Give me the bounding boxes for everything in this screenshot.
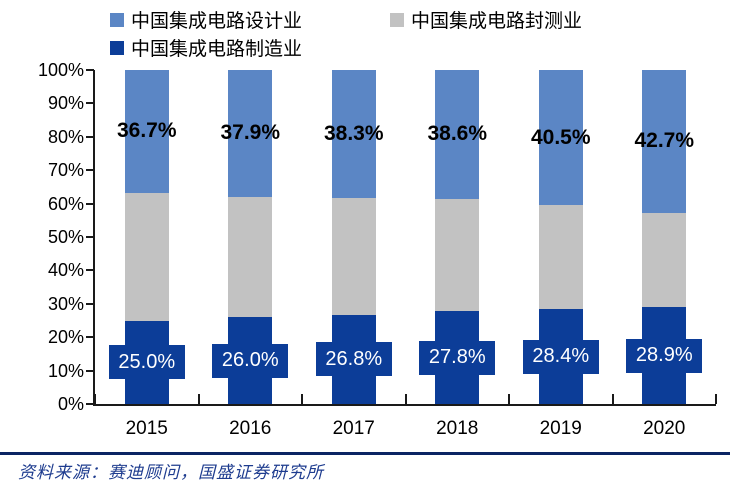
legend-swatch-packaging-testing xyxy=(390,12,404,27)
segment-packaging-testing xyxy=(228,196,273,318)
segment-packaging-testing xyxy=(642,212,687,308)
x-tick-mark xyxy=(197,394,200,404)
x-axis-year-label: 2018 xyxy=(436,418,479,439)
design-share-label: 36.7% xyxy=(116,119,177,143)
x-axis-year-label: 2019 xyxy=(539,418,582,439)
design-share-label: 40.5% xyxy=(530,125,591,149)
x-axis-year-label: 2015 xyxy=(125,418,168,439)
x-tick-mark xyxy=(508,394,510,404)
y-tick-label: 80% xyxy=(47,126,84,147)
manufacturing-share-label: 28.4% xyxy=(522,339,599,374)
segment-design xyxy=(331,70,376,198)
manufacturing-share-label: 25.0% xyxy=(108,345,185,380)
segment-design xyxy=(435,70,480,199)
design-share-label: 38.3% xyxy=(323,121,384,145)
plot-area xyxy=(95,70,716,404)
y-tick-mark xyxy=(86,202,94,205)
manufacturing-share-label: 26.8% xyxy=(315,342,392,377)
source-divider-line xyxy=(0,452,730,455)
y-tick-label: 70% xyxy=(47,160,84,181)
y-tick-label: 0% xyxy=(57,394,84,414)
y-tick-mark xyxy=(86,169,94,172)
bar-2016 xyxy=(228,70,273,404)
x-axis-year-label: 2020 xyxy=(643,418,686,439)
y-tick-mark xyxy=(86,302,94,305)
legend-item-packaging-testing: 中国集成电路封测业 xyxy=(390,6,582,33)
x-axis-line xyxy=(93,404,716,406)
x-axis-year-label: 2016 xyxy=(229,418,272,439)
y-tick-mark xyxy=(86,236,94,238)
x-axis-year-label: 2017 xyxy=(332,418,375,439)
y-tick-mark xyxy=(86,135,94,138)
segment-packaging-testing xyxy=(124,192,169,321)
y-tick-label: 100% xyxy=(37,60,84,80)
segment-packaging-testing xyxy=(435,198,480,312)
y-tick-mark xyxy=(86,336,94,339)
x-tick-mark xyxy=(94,394,96,404)
x-tick-mark xyxy=(301,394,303,404)
bar-2017 xyxy=(331,70,376,404)
design-share-label: 38.6% xyxy=(427,122,488,146)
legend-swatch-manufacturing xyxy=(110,40,124,55)
y-axis-line xyxy=(93,70,95,406)
segment-packaging-testing xyxy=(538,205,583,310)
y-tick-label: 10% xyxy=(47,360,84,381)
source-note: 资料来源：赛迪顾问，国盛证券研究所 xyxy=(18,463,324,483)
y-tick-label: 30% xyxy=(47,293,84,314)
segment-design xyxy=(538,70,583,206)
y-tick-label: 90% xyxy=(47,93,84,114)
legend-label-design: 中国集成电路设计业 xyxy=(131,10,303,32)
legend-item-design: 中国集成电路设计业 xyxy=(110,6,302,33)
y-tick-mark xyxy=(86,269,94,272)
y-tick-mark xyxy=(86,102,94,105)
segment-design xyxy=(124,70,169,193)
y-tick-label: 40% xyxy=(47,260,84,281)
y-tick-mark xyxy=(86,69,94,71)
legend-swatch-design xyxy=(110,12,124,27)
x-tick-mark xyxy=(611,394,614,404)
design-share-label: 42.7% xyxy=(634,129,695,153)
bar-2015 xyxy=(124,70,169,404)
manufacturing-share-label: 27.8% xyxy=(419,340,496,375)
y-tick-label: 60% xyxy=(47,193,84,214)
legend-item-manufacturing: 中国集成电路制造业 xyxy=(110,34,302,61)
x-tick-mark xyxy=(404,394,407,404)
y-tick-label: 20% xyxy=(47,327,84,348)
legend-label-packaging-testing: 中国集成电路封测业 xyxy=(411,10,583,32)
manufacturing-share-label: 28.9% xyxy=(626,338,703,373)
y-tick-mark xyxy=(86,369,94,372)
segment-design xyxy=(642,70,687,213)
y-tick-mark xyxy=(86,403,94,405)
legend-label-manufacturing: 中国集成电路制造业 xyxy=(131,38,303,60)
x-tick-mark xyxy=(715,394,717,404)
y-tick-label: 50% xyxy=(47,227,84,247)
manufacturing-share-label: 26.0% xyxy=(212,343,289,378)
segment-packaging-testing xyxy=(331,197,376,315)
design-share-label: 37.9% xyxy=(220,121,281,145)
segment-design xyxy=(228,70,273,197)
